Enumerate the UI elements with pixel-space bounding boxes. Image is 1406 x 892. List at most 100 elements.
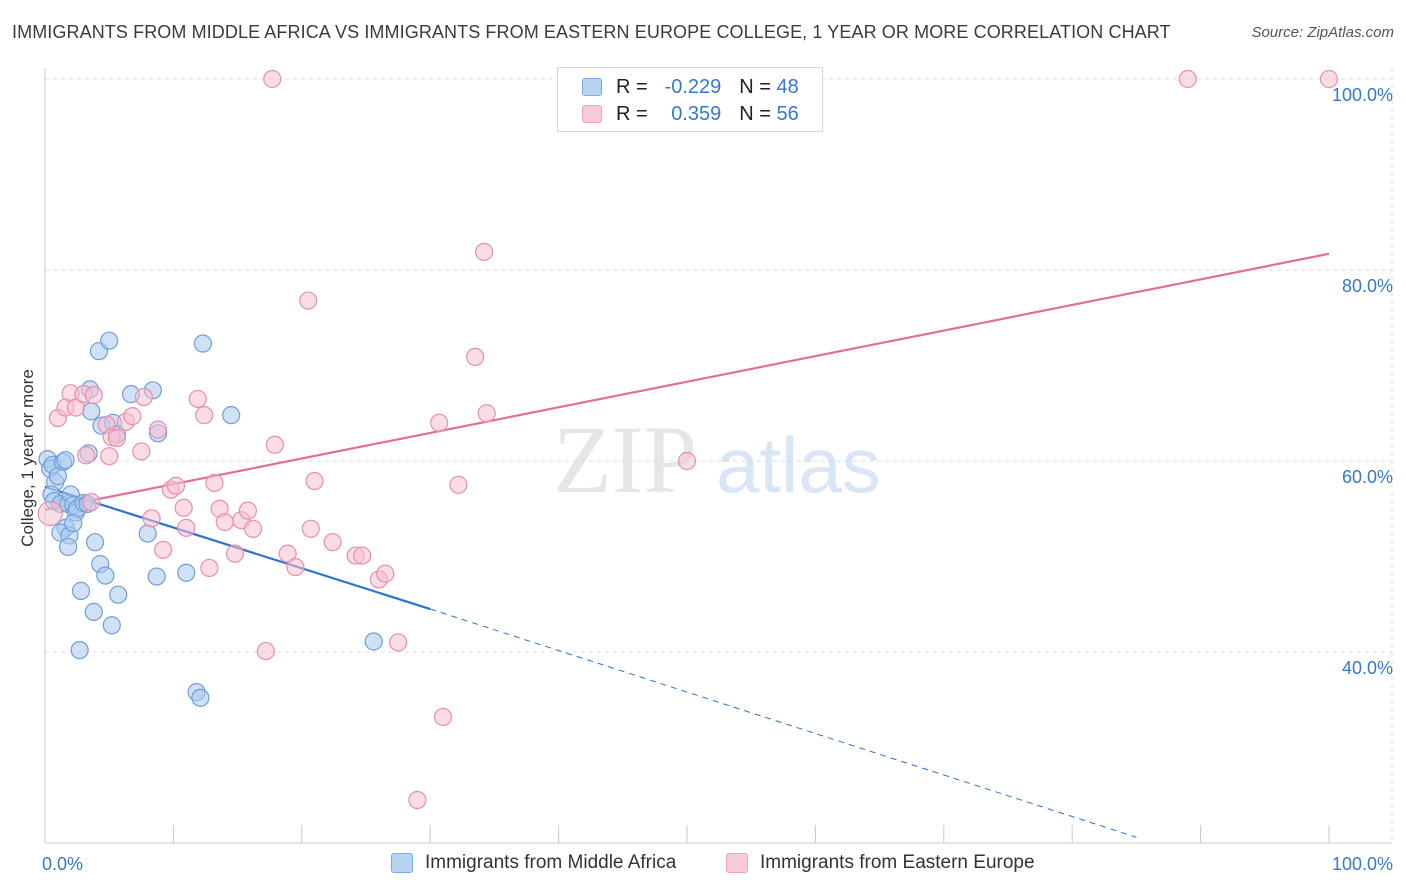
data-point-eastern-europe <box>466 347 485 367</box>
trend-line-eastern-europe <box>44 252 1330 511</box>
legend-swatch-blue <box>391 853 413 873</box>
source-label: Source: ZipAtlas.com <box>1251 24 1394 41</box>
tick-labels: 40.0% 60.0% 80.0% 100.0% 0.0% 100.0% <box>42 85 1393 874</box>
data-point-eastern-europe <box>177 518 196 537</box>
data-point-eastern-europe <box>66 398 85 417</box>
data-point-middle-africa <box>82 402 101 421</box>
data-point-eastern-europe <box>238 501 257 520</box>
y-tick-label: 80.0% <box>1342 276 1393 296</box>
y-tick-label: 60.0% <box>1342 467 1393 487</box>
data-point-eastern-europe <box>84 386 103 405</box>
data-point-eastern-europe <box>433 707 453 727</box>
data-point-eastern-europe <box>1319 69 1339 89</box>
data-point-middle-africa <box>364 632 383 651</box>
data-point-middle-africa <box>138 524 157 543</box>
series-eastern-europe <box>37 69 1339 810</box>
data-point-eastern-europe <box>299 291 318 310</box>
legend-n-label: N = <box>739 75 771 98</box>
data-point-middle-africa <box>177 563 196 582</box>
data-point-middle-africa <box>56 450 75 470</box>
data-point-eastern-europe <box>37 500 63 527</box>
data-point-eastern-europe <box>677 451 697 471</box>
legend-item-eastern-europe: Immigrants from Eastern Europe <box>726 852 1035 874</box>
legend-n-value: 48 <box>776 75 799 98</box>
data-point-middle-africa <box>193 334 213 353</box>
data-point-middle-africa <box>147 567 166 586</box>
legend-n-value: 56 <box>776 102 799 125</box>
legend-swatch-pink <box>582 105 602 123</box>
legend-r-value: 0.359 <box>671 102 722 125</box>
legend-row-middle-africa: R = -0.229 N = 48 <box>582 74 799 100</box>
legend-r-value: -0.229 <box>664 75 722 98</box>
data-point-eastern-europe <box>323 533 342 552</box>
data-point-eastern-europe <box>205 473 224 493</box>
data-point-eastern-europe <box>142 509 161 528</box>
data-point-eastern-europe <box>353 546 372 565</box>
y-tick-label: 100.0% <box>1332 85 1393 105</box>
legend-label: Immigrants from Eastern Europe <box>760 852 1035 873</box>
legend-swatch-pink <box>726 853 748 873</box>
data-point-eastern-europe <box>188 389 207 409</box>
data-point-eastern-europe <box>305 471 324 491</box>
legend-swatch-blue <box>582 78 602 96</box>
legend-item-middle-africa: Immigrants from Middle Africa <box>391 852 676 874</box>
data-point-eastern-europe <box>430 413 449 432</box>
data-point-eastern-europe <box>123 407 142 426</box>
x-tick-label: 100.0% <box>1332 854 1393 874</box>
data-point-eastern-europe <box>195 406 214 425</box>
data-point-eastern-europe <box>475 242 494 261</box>
data-point-middle-africa <box>109 585 128 604</box>
y-axis-label: College, 1 year or more <box>18 369 37 547</box>
watermark-atlas: atlas <box>716 421 881 509</box>
watermark: ZIP atlas <box>553 406 881 513</box>
data-point-eastern-europe <box>174 498 193 517</box>
data-point-eastern-europe <box>243 519 263 538</box>
data-point-middle-africa <box>222 406 241 425</box>
data-point-eastern-europe <box>100 447 119 466</box>
data-point-eastern-europe <box>376 564 395 583</box>
legend-label: Immigrants from Middle Africa <box>425 852 677 873</box>
data-point-middle-africa <box>59 537 78 557</box>
data-point-eastern-europe <box>265 435 284 454</box>
y-tick-label: 40.0% <box>1342 658 1393 678</box>
data-point-eastern-europe <box>132 442 151 461</box>
data-point-middle-africa <box>102 616 121 635</box>
data-point-eastern-europe <box>82 492 101 512</box>
legend-r-label: R = <box>616 75 648 98</box>
data-point-middle-africa <box>84 602 103 621</box>
data-point-eastern-europe <box>263 69 282 89</box>
data-point-eastern-europe <box>154 540 173 559</box>
data-point-eastern-europe <box>76 446 96 465</box>
series-legend: Immigrants from Middle Africa Immigrants… <box>0 852 1406 878</box>
data-point-eastern-europe <box>148 420 168 439</box>
data-point-eastern-europe <box>107 428 127 448</box>
x-tick-label: 0.0% <box>42 854 83 874</box>
chart-title: IMMIGRANTS FROM MIDDLE AFRICA VS IMMIGRA… <box>12 22 1171 42</box>
data-point-eastern-europe <box>278 544 297 563</box>
data-point-eastern-europe <box>166 476 186 495</box>
data-point-eastern-europe <box>389 633 408 652</box>
data-point-eastern-europe <box>134 387 153 407</box>
data-point-eastern-europe <box>256 641 275 661</box>
data-point-middle-africa <box>96 566 115 585</box>
data-point-middle-africa <box>191 688 210 707</box>
trend-line-middle-africa-extension <box>430 608 1137 838</box>
data-point-eastern-europe <box>408 790 427 810</box>
data-point-eastern-europe <box>286 557 305 577</box>
data-point-middle-africa <box>70 640 89 660</box>
data-point-middle-africa <box>85 533 105 552</box>
data-point-middle-africa <box>64 513 83 533</box>
data-point-eastern-europe <box>449 475 468 494</box>
data-point-eastern-europe <box>1178 69 1197 89</box>
data-point-eastern-europe <box>301 519 320 538</box>
watermark-zip: ZIP <box>553 406 697 513</box>
data-point-eastern-europe <box>200 558 219 578</box>
data-point-eastern-europe <box>215 513 234 532</box>
correlation-legend: R = -0.229 N = 48 R = 0.359 N = 56 <box>557 67 823 132</box>
data-point-middle-africa <box>100 331 119 350</box>
data-point-eastern-europe <box>225 544 245 563</box>
legend-r-label: R = <box>616 102 648 125</box>
data-point-eastern-europe <box>477 404 496 423</box>
legend-n-label: N = <box>739 102 771 125</box>
